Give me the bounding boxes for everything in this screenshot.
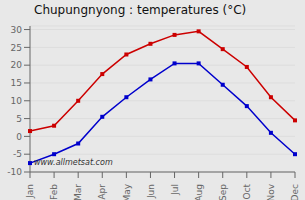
- svg-text:Dec: Dec: [290, 184, 297, 200]
- html-text:www.allmetsat.com: www.allmetsat.com: [34, 158, 113, 167]
- svg-text:Mar: Mar: [73, 184, 83, 200]
- svg-text:-5: -5: [13, 149, 22, 159]
- svg-text:Jun: Jun: [146, 184, 156, 199]
- svg-text:0: 0: [16, 132, 22, 142]
- svg-text:Feb: Feb: [49, 184, 59, 200]
- svg-text:10: 10: [11, 96, 23, 106]
- svg-text:Jul: Jul: [170, 184, 180, 196]
- svg-text:Jan: Jan: [25, 184, 35, 199]
- svg-text:May: May: [122, 183, 132, 200]
- svg-text:-10: -10: [8, 167, 22, 177]
- svg-text:25: 25: [11, 43, 22, 53]
- svg-text:Aug: Aug: [194, 184, 204, 200]
- svg-text:20: 20: [11, 60, 23, 70]
- svg-text:Nov: Nov: [266, 183, 276, 200]
- html-text:Chupungnyong : temperatures (°: Chupungnyong : temperatures (°C): [34, 3, 247, 17]
- svg-text:5: 5: [16, 114, 22, 124]
- svg-text:Apr: Apr: [97, 184, 107, 200]
- svg-text:30: 30: [11, 25, 23, 35]
- svg-text:Oct: Oct: [242, 184, 252, 200]
- svg-text:Sep: Sep: [218, 184, 228, 200]
- svg-text:15: 15: [11, 78, 22, 88]
